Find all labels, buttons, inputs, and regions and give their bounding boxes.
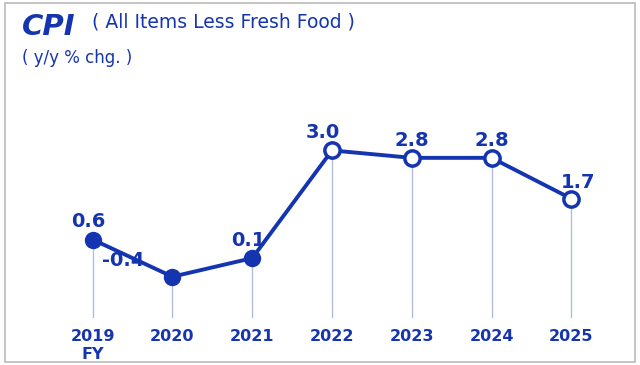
Text: 2.8: 2.8 (394, 131, 429, 150)
Text: 0.6: 0.6 (72, 212, 106, 231)
Text: 0.1: 0.1 (231, 231, 266, 250)
Text: ( All Items Less Fresh Food ): ( All Items Less Fresh Food ) (86, 13, 355, 32)
Text: 3.0: 3.0 (305, 123, 340, 142)
Text: CPI: CPI (22, 13, 76, 41)
Text: ( y/y % chg. ): ( y/y % chg. ) (22, 49, 132, 67)
Text: 1.7: 1.7 (561, 173, 595, 192)
Text: 2.8: 2.8 (474, 131, 509, 150)
Text: -0.4: -0.4 (102, 251, 145, 270)
